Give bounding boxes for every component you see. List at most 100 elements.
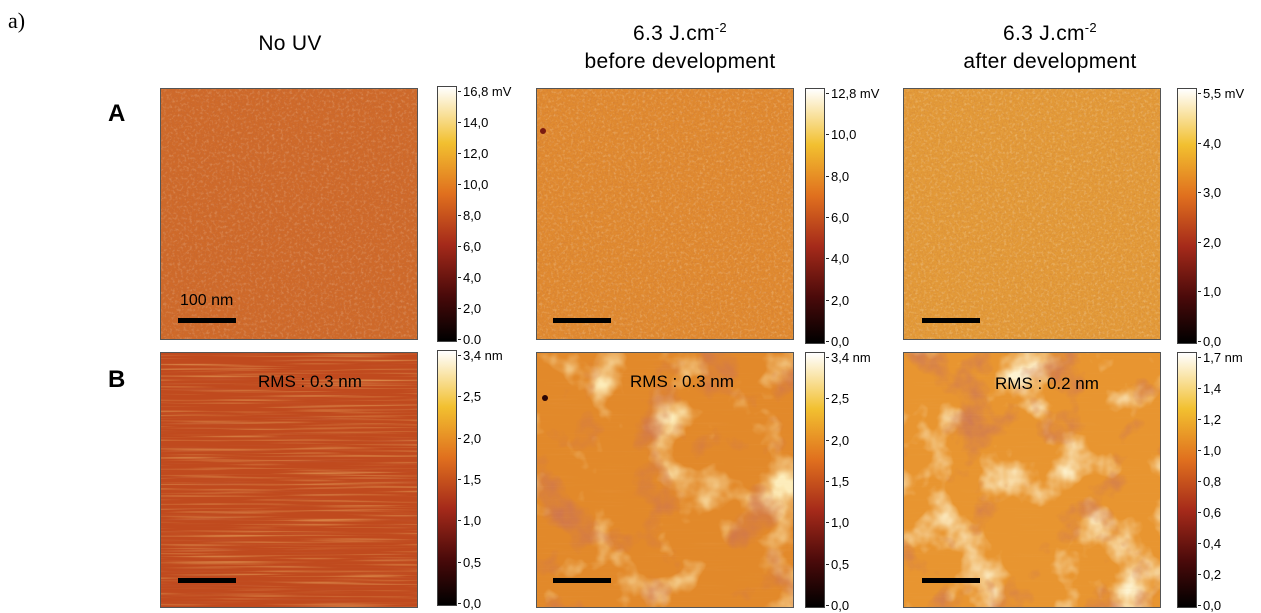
afm-image-a-after-development: [903, 88, 1161, 340]
colorbar-tick: [1198, 142, 1201, 144]
colorbar-tick: [458, 153, 461, 154]
colorbar-tick-label: 1,4: [1203, 381, 1222, 396]
column-title-exponent: -2: [714, 20, 727, 35]
rms-label-no-uv: RMS : 0.3 nm: [258, 372, 362, 391]
colorbar-tick: [458, 603, 461, 604]
colorbar-a-no-uv: [437, 86, 457, 342]
column-title-line2: before development: [584, 50, 776, 73]
column-title-before-development: 6.3 J.cm-2 before development: [520, 14, 840, 76]
colorbar-a-before-development: [805, 88, 825, 344]
afm-image-b-before-development: [536, 352, 794, 608]
colorbar-tick: [826, 439, 829, 441]
colorbar-a-after-development: [1177, 88, 1197, 344]
scale-bar: [922, 318, 980, 323]
colorbar-tick-label: 2,0: [831, 292, 850, 308]
colorbar-tick: [826, 175, 829, 177]
colorbar-tick-label: 1,0: [1203, 284, 1222, 300]
colorbar-tick: [458, 479, 461, 480]
row-label-a: A: [108, 100, 126, 127]
column-title-line: No UV: [258, 32, 322, 55]
colorbar-tick-label: 0,0: [463, 596, 482, 611]
scale-bar: [178, 318, 236, 323]
colorbar-tick: [826, 605, 829, 606]
colorbar-tick-label: 0,0: [1203, 598, 1222, 613]
colorbar-tick: [458, 122, 461, 123]
colorbar-tick-label: 0,5: [463, 554, 482, 570]
colorbar-tick-label: 16,8 mV: [463, 84, 512, 99]
scale-bar: [922, 578, 980, 583]
colorbar-tick-label: 0,4: [1203, 536, 1222, 551]
scale-bar: [553, 578, 611, 583]
afm-image-b-after-development: [903, 352, 1161, 608]
colorbar-tick-label: 2,0: [463, 430, 482, 446]
colorbar-tick: [458, 184, 461, 185]
colorbar-tick: [1198, 419, 1201, 420]
colorbar-tick-label: 10,0: [831, 127, 857, 143]
colorbar-tick: [458, 396, 461, 398]
rms-label-after-development: RMS : 0.2 nm: [995, 374, 1099, 393]
colorbar-tick: [1198, 357, 1201, 358]
colorbar-tick: [826, 217, 829, 218]
colorbar-tick: [1198, 450, 1201, 451]
colorbar-tick: [826, 134, 829, 136]
panel-label: a): [8, 8, 26, 33]
colorbar-tick-label: 0,2: [1203, 567, 1222, 582]
afm-image-a-no-uv: [160, 88, 418, 340]
colorbar-tick: [458, 277, 461, 278]
colorbar-tick-label: 8,0: [463, 208, 482, 223]
afm-image-a-before-development: [536, 88, 794, 340]
colorbar-tick: [458, 520, 461, 522]
colorbar-tick: [458, 355, 461, 356]
colorbar-tick: [1198, 574, 1201, 575]
colorbar-tick: [1198, 605, 1201, 606]
colorbar-tick-label: 14,0: [463, 115, 489, 130]
colorbar-tick-label: 0.0: [463, 332, 482, 347]
scale-bar: [178, 578, 236, 583]
column-title-line2: after development: [963, 50, 1137, 73]
colorbar-tick-label: 0,6: [1203, 505, 1222, 520]
colorbar-tick: [826, 357, 829, 358]
colorbar-tick: [458, 437, 461, 439]
colorbar-tick: [826, 258, 829, 260]
colorbar-tick: [1198, 241, 1201, 243]
column-title-no-uv: No UV: [160, 30, 420, 58]
colorbar-tick: [1198, 481, 1201, 482]
colorbar-tick-label: 6,0: [463, 239, 482, 254]
scale-bar-label: 100 nm: [180, 292, 234, 309]
colorbar-tick: [458, 308, 461, 309]
colorbar-tick: [458, 246, 461, 247]
colorbar-tick-label: 2,5: [831, 391, 850, 407]
colorbar-tick-label: 1,2: [1203, 412, 1222, 427]
colorbar-tick-label: 1,0: [831, 515, 850, 531]
colorbar-tick: [1198, 192, 1201, 194]
column-title-line: 6.3 J.cm: [1003, 22, 1085, 45]
scale-bar: [553, 318, 611, 323]
colorbar-tick-label: 1,0: [463, 513, 482, 529]
colorbar-tick: [1198, 93, 1201, 94]
rms-label-before-development: RMS : 0.3 nm: [630, 372, 734, 391]
colorbar-tick: [458, 339, 461, 340]
colorbar-b-before-development: [805, 352, 825, 608]
colorbar-tick: [1198, 341, 1201, 342]
colorbar-tick: [458, 91, 461, 92]
colorbar-tick: [826, 481, 829, 482]
colorbar-tick-label: 0,0: [831, 598, 850, 613]
colorbar-tick-label: 0,8: [1203, 474, 1222, 489]
colorbar-tick: [1198, 512, 1201, 513]
colorbar-tick: [826, 563, 829, 565]
colorbar-tick: [458, 561, 461, 563]
colorbar-tick-label: 0,0: [1203, 334, 1222, 349]
colorbar-tick-label: 4,0: [1203, 135, 1222, 151]
colorbar-tick-label: 2,5: [463, 389, 482, 405]
colorbar-tick: [1198, 388, 1201, 389]
colorbar-b-no-uv: [437, 350, 457, 606]
colorbar-tick-label: 1,5: [463, 472, 482, 487]
colorbar-tick: [826, 299, 829, 301]
colorbar-tick-label: 2,0: [463, 301, 482, 316]
colorbar-tick-label: 2,0: [831, 432, 850, 448]
colorbar-tick-label: 3,4 nm: [463, 348, 503, 363]
colorbar-tick-label: 0,0: [831, 334, 850, 349]
colorbar-b-after-development: [1177, 352, 1197, 608]
column-title-line: 6.3 J.cm: [633, 22, 715, 45]
colorbar-tick: [826, 341, 829, 342]
